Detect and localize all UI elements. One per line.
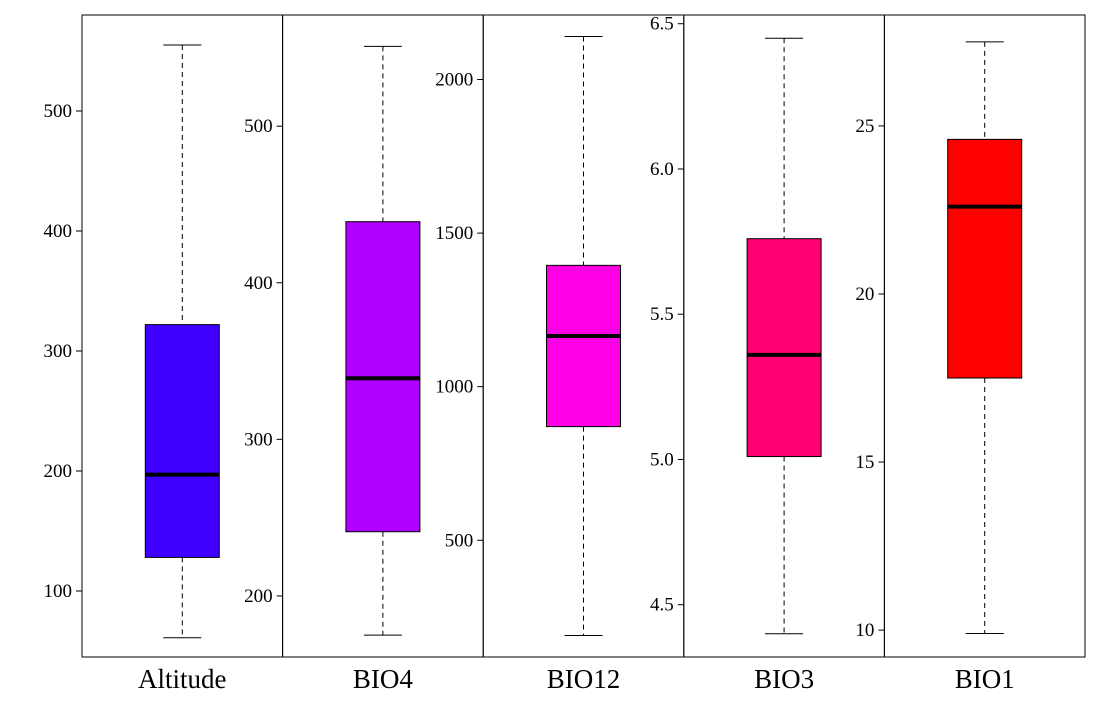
panel-bio12: 500 1000 1500 2000 BIO12	[435, 14, 685, 694]
y-tick-label: 400	[244, 273, 273, 294]
y-tick-label: 5.5	[650, 304, 674, 325]
y-tick-label: 100	[44, 581, 73, 602]
y-tick-label: 6.5	[650, 14, 674, 35]
y-tick-label: 10	[855, 620, 874, 641]
category-label: BIO12	[547, 664, 621, 694]
category-label: BIO4	[353, 664, 413, 694]
y-tick-label: 4.5	[650, 595, 674, 616]
y-tick-label: 25	[855, 116, 874, 137]
y-tick-label: 20	[855, 284, 874, 305]
y-tick-label: 200	[44, 461, 73, 482]
y-tick-label: 300	[44, 341, 73, 362]
y-tick-label: 1000	[435, 377, 473, 398]
y-tick-label: 500	[44, 101, 73, 122]
y-tick-label: 6.0	[650, 159, 674, 180]
iqr-box	[546, 264, 621, 428]
y-tick-label: 2000	[435, 70, 473, 91]
y-tick-label: 400	[44, 221, 73, 242]
category-label: BIO3	[754, 664, 814, 694]
chart-panels: 100 200 300 400 500 Altitude 200 300 400 500 BIO4 5…	[44, 14, 1086, 694]
panel-bio3: 4.5 5.0 5.5 6.0 6.5 BIO3	[650, 14, 885, 694]
y-tick-label: 1500	[435, 223, 473, 244]
iqr-box	[746, 238, 822, 458]
y-tick-label: 300	[244, 429, 273, 450]
panel-bio4: 200 300 400 500 BIO4	[244, 14, 484, 694]
panel-bio1: 10 15 20 25 BIO1	[855, 14, 1086, 694]
y-tick-label: 200	[244, 586, 273, 607]
category-label: BIO1	[955, 664, 1015, 694]
panel-frame	[883, 14, 1086, 658]
panel-altitude: 100 200 300 400 500 Altitude	[44, 14, 284, 694]
y-tick-label: 500	[445, 530, 474, 551]
y-tick-label: 5.0	[650, 449, 674, 470]
y-tick-label: 500	[244, 116, 273, 137]
iqr-box	[144, 324, 220, 558]
category-label: Altitude	[138, 664, 227, 694]
y-tick-label: 15	[855, 452, 874, 473]
iqr-box	[947, 138, 1023, 379]
